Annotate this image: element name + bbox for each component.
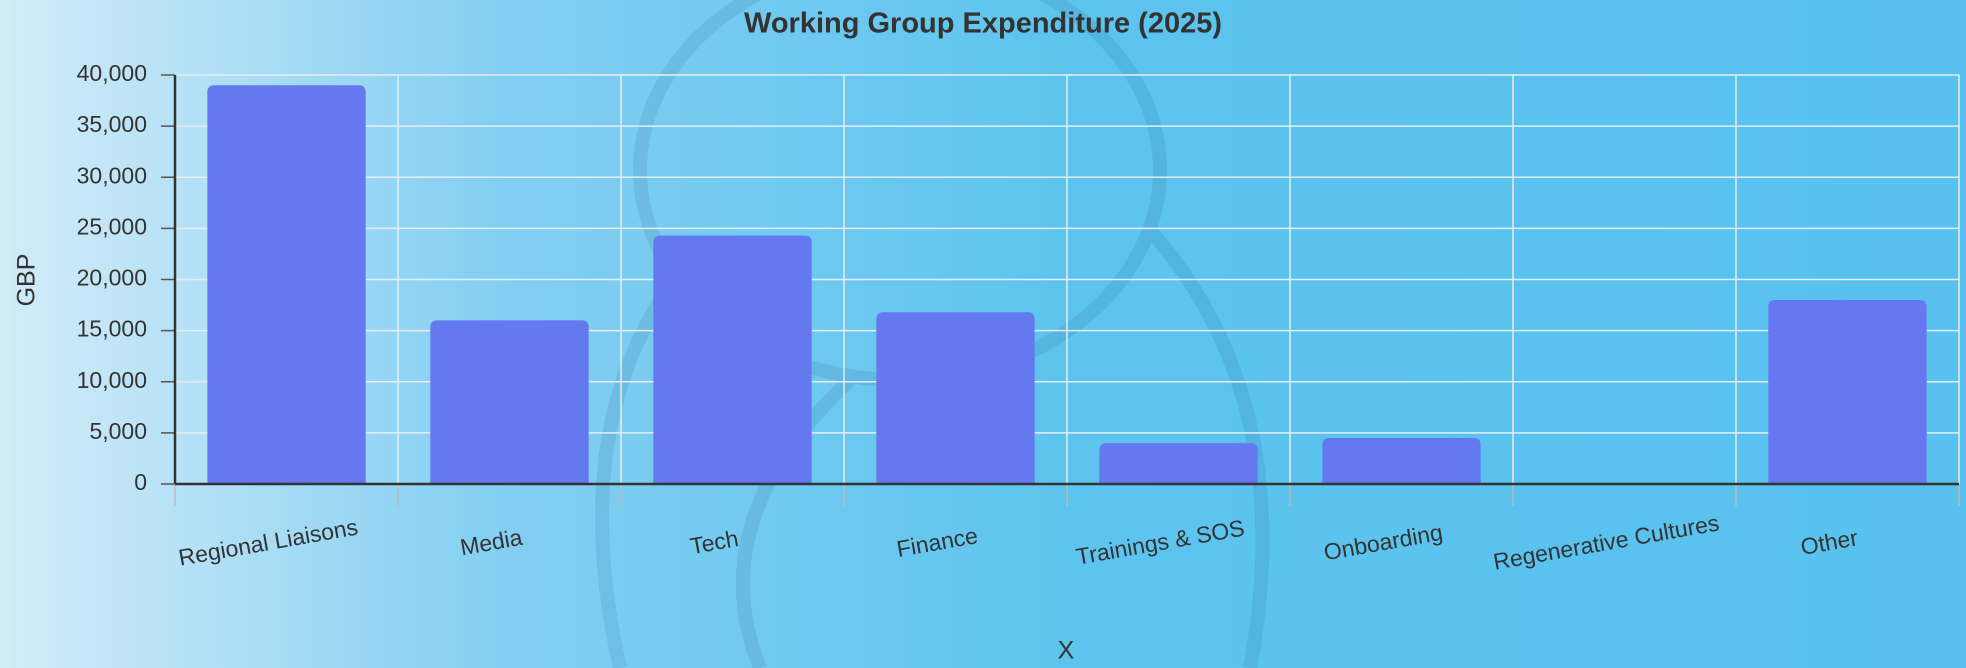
- chart: Working Group Expenditure (2025) X GBP 0…: [0, 0, 1966, 668]
- bar: [1099, 443, 1257, 484]
- bar: [653, 236, 811, 484]
- y-tick-label: 15,000: [77, 316, 147, 342]
- y-tick-label: 0: [134, 469, 147, 495]
- y-tick-label: 25,000: [77, 213, 147, 239]
- bar: [430, 320, 588, 484]
- bar: [1768, 300, 1926, 484]
- bar: [1322, 438, 1480, 484]
- y-tick-label: 40,000: [77, 60, 147, 86]
- y-tick-label: 10,000: [77, 367, 147, 393]
- y-tick-label: 35,000: [77, 111, 147, 137]
- y-tick-label: 20,000: [77, 265, 147, 291]
- page: Working Group Expenditure (2025) X GBP 0…: [0, 0, 1966, 668]
- chart-title: Working Group Expenditure (2025): [744, 8, 1222, 40]
- bar: [207, 85, 365, 484]
- x-axis-title: X: [1058, 637, 1075, 665]
- bar: [876, 312, 1034, 484]
- y-axis-title: GBP: [13, 254, 41, 307]
- y-tick-label: 30,000: [77, 162, 147, 188]
- y-tick-label: 5,000: [89, 418, 147, 444]
